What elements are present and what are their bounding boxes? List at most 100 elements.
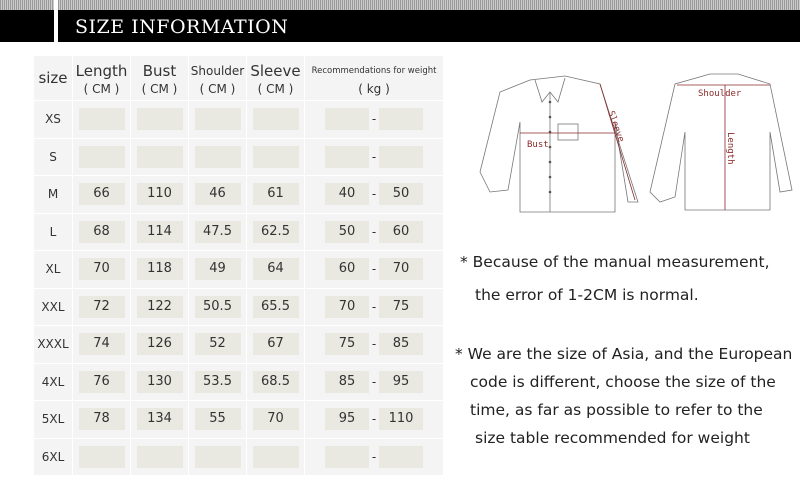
weight-min: 40	[325, 183, 369, 206]
shoulder-value	[194, 145, 241, 168]
page-title: SIZE INFORMATION	[75, 16, 289, 38]
bust-value: 130	[136, 370, 183, 393]
note-line: * Because of the manual measurement,	[460, 253, 770, 271]
bust-cell: 118	[130, 250, 189, 289]
table-row: 6XL -	[33, 437, 444, 476]
shoulder-value	[194, 445, 241, 468]
sleeve-cell: 70	[246, 400, 305, 439]
bust-value	[136, 445, 183, 468]
size-cell: 5XL	[33, 400, 73, 439]
bust-cell: 122	[130, 287, 189, 326]
weight-max: 70	[379, 258, 423, 281]
column-unit: ( CM )	[199, 82, 236, 96]
table-row: XL 70 118 49 64 60-70	[33, 250, 444, 289]
sleeve-value: 68.5	[252, 370, 299, 393]
column-name: Sleeve	[250, 62, 301, 80]
weight-cell: -	[304, 437, 444, 476]
weight-min	[325, 445, 369, 468]
column-header: Sleeve ( CM )	[246, 55, 305, 101]
bust-cell: 126	[130, 325, 189, 364]
weight-max	[379, 145, 423, 168]
length-value: 74	[78, 333, 125, 356]
button-dot	[548, 100, 552, 104]
column-unit: ( kg )	[358, 82, 390, 96]
button-dot	[548, 145, 552, 149]
length-cell: 70	[72, 250, 131, 289]
shoulder-label: Shoulder	[698, 89, 742, 99]
sleeve-cell: 68.5	[246, 362, 305, 401]
note-line: the error of 1-2CM is normal.	[475, 286, 699, 304]
range-dash: -	[371, 149, 377, 164]
range-dash: -	[371, 374, 377, 389]
length-value: 66	[78, 183, 125, 206]
size-cell: XS	[33, 100, 73, 139]
column-header: size	[33, 55, 73, 101]
shoulder-cell: 50.5	[188, 287, 247, 326]
bust-value: 118	[136, 258, 183, 281]
length-value: 70	[78, 258, 125, 281]
sleeve-cell: 67	[246, 325, 305, 364]
size-cell: XL	[33, 250, 73, 289]
size-cell: 6XL	[33, 437, 73, 476]
bust-label: Bust	[527, 140, 549, 150]
weight-cell: 60-70	[304, 250, 444, 289]
sleeve-value	[252, 145, 299, 168]
shoulder-cell: 52	[188, 325, 247, 364]
column-header: Bust ( CM )	[130, 55, 189, 101]
weight-max: 60	[379, 220, 423, 243]
sleeve-cell	[246, 100, 305, 139]
table-row: XXXL 74 126 52 67 75-85	[33, 325, 444, 364]
range-dash: -	[371, 337, 377, 352]
weight-max: 75	[379, 295, 423, 318]
button-dot	[548, 190, 552, 194]
weight-cell: 40-50	[304, 175, 444, 214]
column-header: Length ( CM )	[72, 55, 131, 101]
column-name: Bust	[142, 62, 177, 80]
column-name: size	[38, 69, 68, 87]
shoulder-value: 52	[194, 333, 241, 356]
sleeve-value	[252, 445, 299, 468]
length-value: 78	[78, 408, 125, 431]
weight-cell: -	[304, 137, 444, 176]
weight-max: 95	[379, 370, 423, 393]
bust-cell: 110	[130, 175, 189, 214]
size-cell: S	[33, 137, 73, 176]
bust-cell: 114	[130, 212, 189, 251]
bust-cell	[130, 437, 189, 476]
range-dash: -	[371, 262, 377, 277]
length-value	[78, 145, 125, 168]
bust-value: 114	[136, 220, 183, 243]
shoulder-value: 55	[194, 408, 241, 431]
shoulder-value: 53.5	[194, 370, 241, 393]
shoulder-cell	[188, 137, 247, 176]
weight-min: 50	[325, 220, 369, 243]
button-dot	[548, 115, 552, 119]
range-dash: -	[371, 187, 377, 202]
weight-min: 85	[325, 370, 369, 393]
asia-size-note: * We are the size of Asia, and the Europ…	[455, 340, 792, 452]
length-cell	[72, 137, 131, 176]
note-line: code is different, choose the size of th…	[470, 373, 776, 391]
weight-min: 95	[325, 408, 369, 431]
bust-value	[136, 145, 183, 168]
bust-value: 134	[136, 408, 183, 431]
length-cell	[72, 100, 131, 139]
note-line: size table recommended for weight	[475, 429, 750, 447]
bust-value: 110	[136, 183, 183, 206]
sleeve-cell	[246, 437, 305, 476]
shoulder-cell	[188, 100, 247, 139]
sleeve-value: 62.5	[252, 220, 299, 243]
sleeve-cell: 62.5	[246, 212, 305, 251]
sleeve-cell	[246, 137, 305, 176]
bust-value: 126	[136, 333, 183, 356]
shoulder-cell: 55	[188, 400, 247, 439]
weight-max: 50	[379, 183, 423, 206]
shoulder-cell	[188, 437, 247, 476]
sleeve-value: 64	[252, 258, 299, 281]
table-row: XS -	[33, 100, 444, 139]
weight-cell: 70-75	[304, 287, 444, 326]
length-cell: 66	[72, 175, 131, 214]
length-value	[78, 445, 125, 468]
size-cell: 4XL	[33, 362, 73, 401]
length-cell: 76	[72, 362, 131, 401]
